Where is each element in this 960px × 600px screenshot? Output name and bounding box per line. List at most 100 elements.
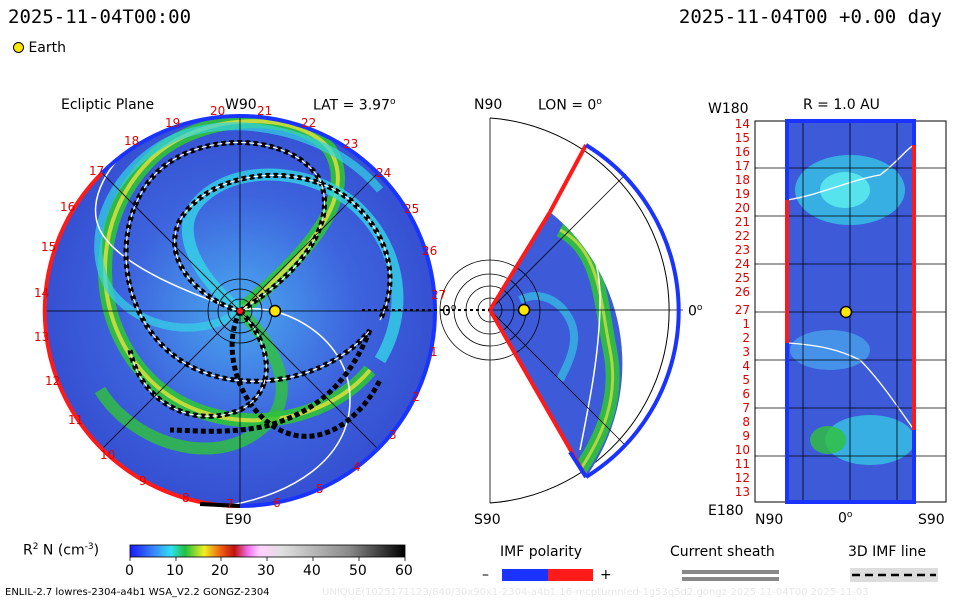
earth-marker-meridional [517, 303, 531, 317]
meridional-bottom-label: S90 [474, 512, 501, 528]
ecliptic-tick: 6 [273, 496, 281, 510]
radial-tick: 22 [734, 229, 750, 243]
radial-tick: 13 [734, 485, 750, 499]
ecliptic-title: Ecliptic Plane [61, 97, 155, 113]
radial-tick: 16 [734, 145, 750, 159]
meridional-right-label: 0o [688, 303, 703, 320]
imf-line-swatch [850, 568, 938, 582]
radial-tick: 5 [742, 373, 750, 387]
ecliptic-tick: 27 [431, 288, 447, 302]
radial-tick: 2 [742, 331, 750, 345]
imf-polarity-title: IMF polarity [500, 544, 583, 560]
radial-map-plot [754, 119, 947, 504]
ecliptic-tick: 2 [412, 390, 420, 404]
ecliptic-right-label: 0o [442, 303, 457, 320]
ecliptic-tick: 16 [60, 200, 76, 214]
ecliptic-tick: 17 [89, 164, 105, 178]
radial-tick: 11 [734, 457, 750, 471]
earth-marker-ecliptic [268, 304, 282, 318]
radial-tick: 9 [742, 429, 750, 443]
radial-tick: 19 [734, 187, 750, 201]
ecliptic-tick: 5 [316, 482, 324, 496]
ecliptic-bottom-label: E90 [225, 512, 252, 528]
radial-tick: 3 [742, 345, 750, 359]
ecliptic-tick: 8 [182, 491, 190, 505]
imf-plus-label: + [600, 567, 612, 583]
lon-label: LON = 0o [538, 97, 602, 114]
colorbar-tick: 30 [257, 563, 275, 579]
ecliptic-tick: 10 [100, 448, 116, 462]
ecliptic-tick: 7 [226, 497, 234, 511]
ecliptic-tick: 19 [165, 116, 181, 130]
imf-negative-swatch [502, 569, 548, 581]
radial-tick: 26 [734, 285, 750, 299]
radial-x-right: S90 [918, 512, 945, 528]
radial-top-label: W180 [708, 101, 749, 117]
radial-tick: 24 [734, 257, 750, 271]
earth-legend-label: Earth [28, 40, 66, 56]
colorbar-tick: 50 [349, 563, 367, 579]
radial-tick: 23 [734, 243, 750, 257]
colorbar-tick: 10 [166, 563, 184, 579]
ecliptic-tick: 25 [404, 202, 420, 216]
ecliptic-tick: 20 [210, 104, 226, 118]
sim-date-right: 2025-11-04T00 +0.00 day [678, 6, 942, 28]
imf-positive-swatch [548, 569, 593, 581]
radial-tick: 25 [734, 271, 750, 285]
ecliptic-tick: 24 [376, 166, 392, 180]
radial-tick: 21 [734, 215, 750, 229]
ecliptic-tick: 15 [41, 240, 57, 254]
ecliptic-tick: 12 [45, 374, 61, 388]
radial-tick: 7 [742, 401, 750, 415]
current-sheath-title: Current sheath [670, 544, 775, 560]
ecliptic-tick: 18 [124, 134, 140, 148]
radial-tick: 6 [742, 387, 750, 401]
radial-tick: 12 [734, 471, 750, 485]
imf-minus-label: – [482, 567, 489, 583]
sun-marker [237, 308, 243, 314]
earth-marker-icon [13, 42, 24, 53]
ecliptic-tick: 22 [301, 116, 317, 130]
radial-tick: 15 [734, 131, 750, 145]
ecliptic-tick: 4 [353, 460, 361, 474]
radius-label: R = 1.0 AU [803, 97, 880, 113]
model-info: ENLIL-2.7 lowres-2304-a4b1 WSA_V2.2 GONG… [5, 587, 270, 598]
ecliptic-top-label: W90 [225, 97, 257, 113]
ecliptic-tick: 11 [68, 413, 84, 427]
radial-tick: 8 [742, 415, 750, 429]
ecliptic-tick: 9 [139, 474, 147, 488]
radial-tick: 1 [742, 317, 750, 331]
radial-x-left: N90 [755, 512, 784, 528]
meridional-plane-plot [439, 117, 683, 504]
colorbar-tick: 20 [211, 563, 229, 579]
lat-label: LAT = 3.97o [313, 97, 396, 114]
sim-date-left: 2025-11-04T00:00 [8, 6, 192, 28]
ecliptic-tick: 3 [389, 428, 397, 442]
ecliptic-tick: 1 [430, 345, 438, 359]
watermark: UNIQUE(1025171123/840/30x90x1-2304-a4b1.… [322, 587, 869, 598]
radial-tick: 17 [734, 159, 750, 173]
colorbar-tick: 0 [125, 563, 134, 579]
radial-tick: 18 [734, 173, 750, 187]
ecliptic-tick: 21 [257, 104, 273, 118]
current-sheath-swatch [682, 570, 779, 581]
radial-tick: 20 [734, 201, 750, 215]
ecliptic-tick: 14 [34, 286, 50, 300]
radial-tick: 4 [742, 359, 750, 373]
ecliptic-tick: 13 [34, 330, 50, 344]
radial-tick: 10 [734, 443, 750, 457]
earth-marker-radial [839, 305, 853, 319]
ecliptic-tick: 23 [343, 137, 359, 151]
radial-bottom-label: E180 [708, 503, 744, 519]
colorbar-tick: 60 [395, 563, 413, 579]
colorbar-label: R2 N (cm-3) [23, 542, 100, 559]
imf-line-title: 3D IMF line [848, 544, 927, 560]
colorbar-tick: 40 [303, 563, 321, 579]
meridional-top-label: N90 [474, 97, 503, 113]
ecliptic-tick: 26 [422, 244, 438, 258]
ecliptic-plane-plot [42, 113, 490, 508]
radial-tick: 27 [734, 303, 750, 317]
radial-tick: 14 [734, 117, 750, 131]
earth-legend: Earth [13, 40, 66, 56]
